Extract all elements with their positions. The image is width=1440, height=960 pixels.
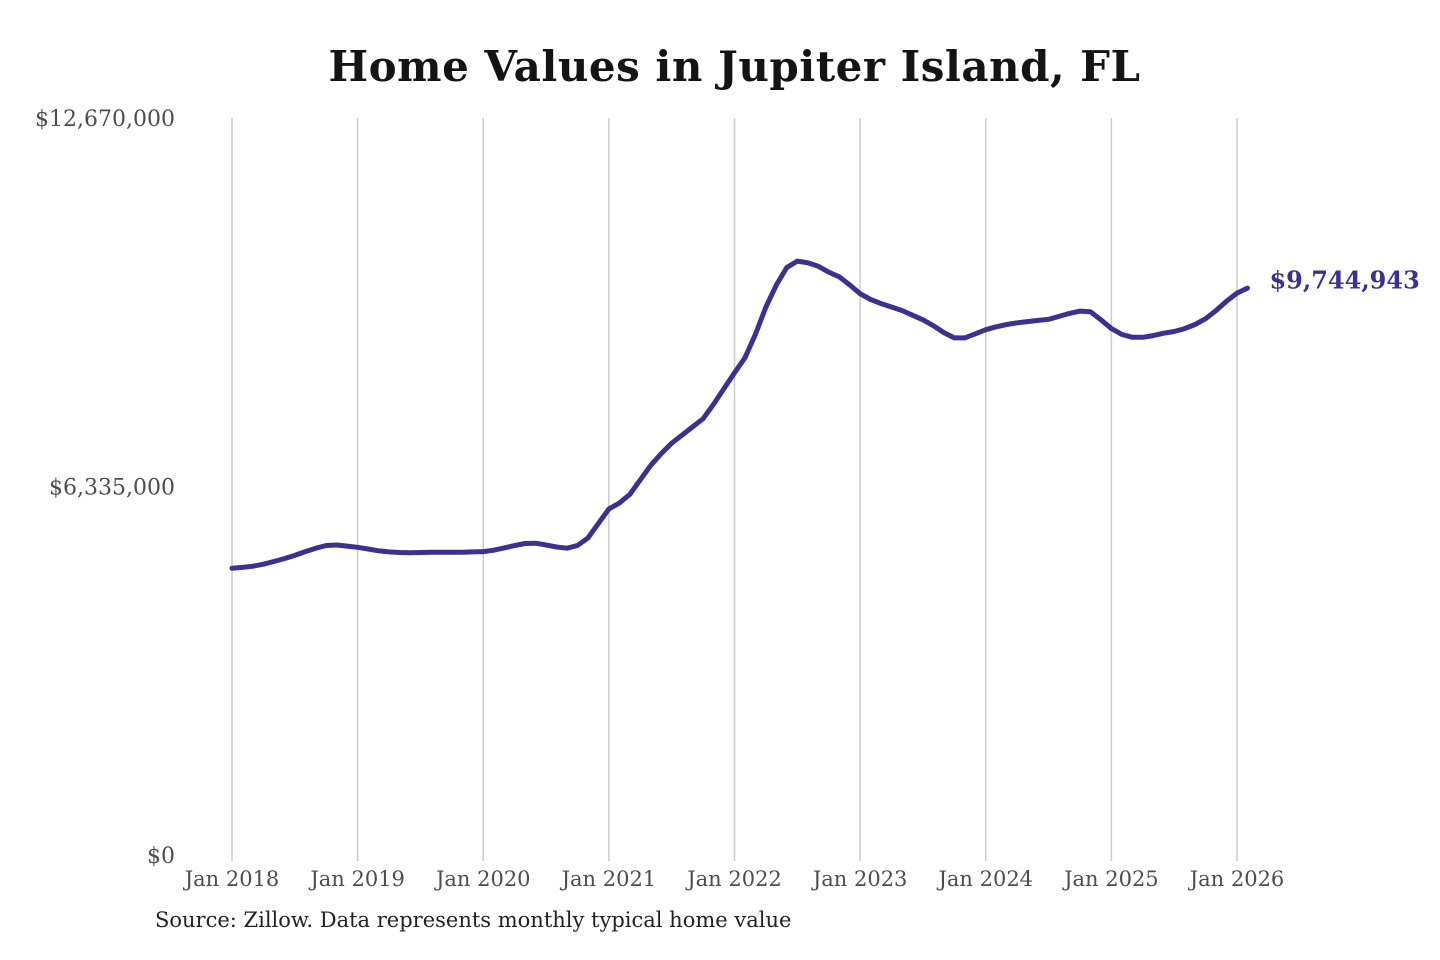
x-axis-tick-labels: Jan 2018 Jan 2019 Jan 2020 Jan 2021 Jan 2022… (183, 867, 1285, 891)
x-tick-label: Jan 2023 (811, 867, 908, 891)
x-tick-label: Jan 2024 (936, 867, 1033, 891)
chart-title: Home Values in Jupiter Island, FL (328, 42, 1141, 91)
x-tick-label: Jan 2026 (1188, 867, 1285, 891)
y-axis-tick-labels: $0 $6,335,000 $12,670,000 (35, 107, 175, 869)
x-tick-label: Jan 2021 (560, 867, 657, 891)
latest-value-label: $9,744,943 (1269, 266, 1419, 295)
x-tick-label: Jan 2025 (1062, 867, 1159, 891)
x-tick-label: Jan 2020 (434, 867, 531, 891)
x-tick-label: Jan 2022 (685, 867, 782, 891)
y-tick-label: $0 (147, 844, 175, 869)
source-note: Source: Zillow. Data represents monthly … (155, 908, 792, 932)
y-tick-label: $12,670,000 (35, 107, 175, 132)
x-tick-label: Jan 2018 (183, 867, 280, 891)
gridlines-group (231, 118, 1238, 861)
y-tick-label: $6,335,000 (49, 476, 175, 501)
home-value-line (229, 258, 1250, 571)
x-tick-label: Jan 2019 (308, 867, 405, 891)
